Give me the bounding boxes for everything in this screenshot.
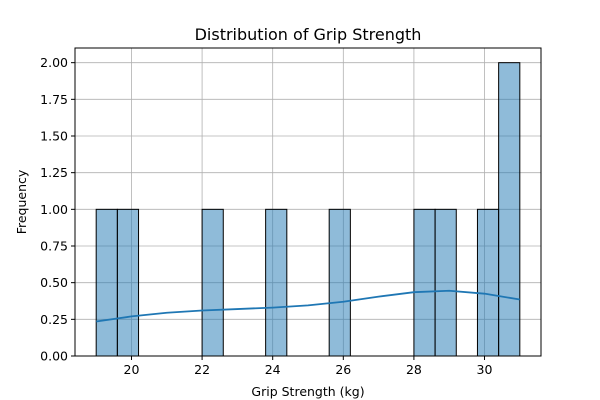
histogram-bar <box>201 208 224 357</box>
y-axis-ticks: 0.00 0.25 0.50 0.75 1.00 1.25 1.50 1.75 2.00 <box>40 55 75 364</box>
x-tick-label: 24 <box>265 362 281 377</box>
y-tick-label: 0.00 <box>40 349 68 364</box>
kde-curve <box>96 289 520 323</box>
histogram-bar <box>95 208 118 357</box>
kde-curve-layer <box>96 289 520 323</box>
x-tick-label: 28 <box>406 362 422 377</box>
x-axis-ticks: 20 22 24 26 28 30 <box>124 356 493 377</box>
y-tick-label: 0.50 <box>40 275 68 290</box>
histogram-bar <box>413 208 436 357</box>
y-axis-label: Frequency <box>14 169 29 234</box>
plot-frame <box>74 47 542 357</box>
y-tick-label: 1.50 <box>40 129 68 144</box>
x-tick-label: 20 <box>124 362 140 377</box>
histogram-bar <box>434 208 457 357</box>
histogram-bar <box>116 208 140 357</box>
x-axis-label: Grip Strength (kg) <box>251 384 364 399</box>
x-tick-label: 26 <box>335 362 351 377</box>
grid <box>75 48 541 357</box>
histogram-bar <box>476 208 500 357</box>
y-tick-label: 0.75 <box>40 239 68 254</box>
histogram-bar <box>265 208 288 357</box>
x-tick-label: 30 <box>477 362 493 377</box>
chart-title: Distribution of Grip Strength <box>195 25 422 44</box>
y-tick-label: 0.25 <box>40 312 68 327</box>
y-tick-label: 2.00 <box>40 55 68 70</box>
y-tick-label: 1.00 <box>40 202 68 217</box>
histogram-bar <box>498 62 521 357</box>
y-tick-label: 1.25 <box>40 165 68 180</box>
histogram-bar <box>328 208 351 357</box>
x-tick-label: 22 <box>194 362 210 377</box>
y-tick-label: 1.75 <box>40 92 68 107</box>
